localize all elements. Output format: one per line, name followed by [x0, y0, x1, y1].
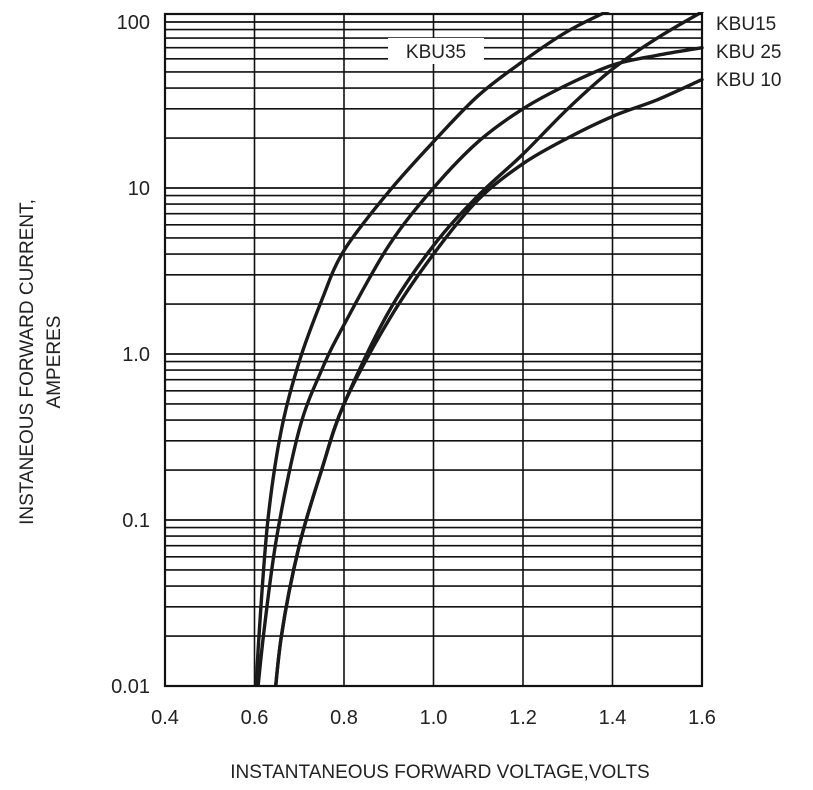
- series-label-kbu25: KBU 25: [716, 42, 781, 63]
- y-tick-label: 100: [117, 12, 150, 34]
- y-axis-title-line-1: INSTANEOUS FORWARD CURRENT,: [17, 199, 38, 525]
- tick-labels: 0.4 0.6 0.8 1.0 1.2 1.4 1.6 100 10 1.0 0.1 0.01: [111, 12, 716, 729]
- x-axis-title: INSTANTANEOUS FORWARD VOLTAGE,VOLTS: [230, 762, 649, 783]
- series-line-kbu35: [254, 12, 610, 686]
- series-label-kbu35: KBU35: [406, 42, 466, 63]
- x-tick-label: 1.2: [509, 707, 537, 729]
- series-line-kbu25: [256, 46, 704, 686]
- x-tick-label: 1.6: [688, 707, 716, 729]
- y-axis-title-line-2: AMPERES: [44, 316, 65, 409]
- x-tick-label: 1.0: [420, 707, 448, 729]
- series-line-kbu15: [273, 12, 704, 686]
- series-label-kbu15: KBU15: [716, 14, 776, 35]
- y-tick-label: 10: [128, 178, 150, 200]
- curves: [254, 12, 704, 686]
- y-tick-label: 0.01: [111, 676, 150, 698]
- x-tick-label: 0.4: [151, 707, 179, 729]
- grid: [164, 14, 703, 687]
- series-labels: KBU35 KBU15 KBU 25 KBU 10: [388, 14, 781, 91]
- series-line-kbu10: [273, 77, 704, 686]
- y-tick-label: 1.0: [122, 344, 150, 366]
- y-tick-label: 0.1: [122, 510, 150, 532]
- x-tick-label: 0.6: [241, 707, 269, 729]
- series-label-kbu10: KBU 10: [716, 70, 781, 91]
- x-tick-label: 1.4: [599, 707, 627, 729]
- x-tick-label: 0.8: [330, 707, 358, 729]
- series-label-background: [388, 38, 484, 64]
- plot-frame: [163, 12, 704, 688]
- y-axis-title: INSTANEOUS FORWARD CURRENT, AMPERES: [17, 199, 65, 525]
